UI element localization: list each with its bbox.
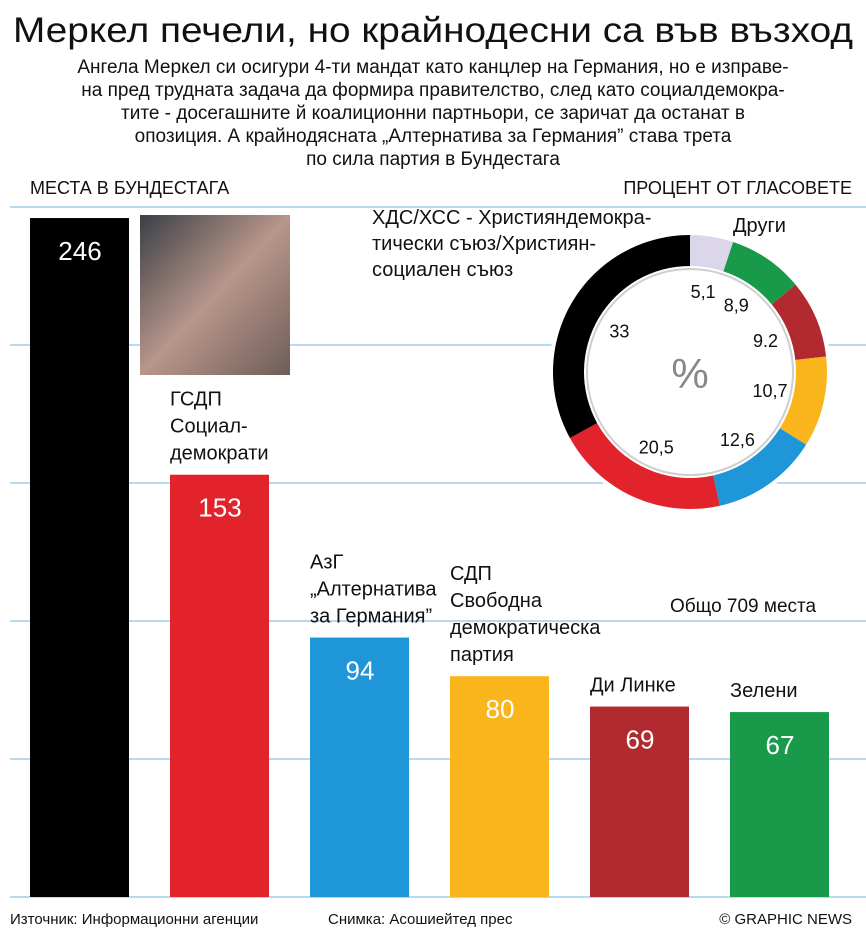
- value-label: 80: [486, 694, 515, 724]
- subtitle-line: на пред трудната задача да формира прави…: [81, 80, 784, 101]
- donut-slice: [779, 356, 827, 445]
- bar: [170, 474, 269, 897]
- value-label: 153: [198, 493, 241, 523]
- donut-slice: [569, 423, 720, 509]
- value-label: 20,5: [639, 438, 674, 458]
- category-label: АзГ „Алтернатива за Германия”: [310, 552, 437, 628]
- subtitle: Ангела Меркел си осигури 4-ти мандат кат…: [77, 57, 788, 170]
- value-label: 5,1: [691, 282, 716, 302]
- value-label: 94: [346, 656, 375, 686]
- bar: [590, 706, 689, 897]
- subtitle-line: опозиция. А крайнодясната „Алтернатива з…: [135, 126, 732, 147]
- value-label: 8,9: [724, 295, 749, 315]
- donut-slice: [553, 235, 690, 439]
- donut-slice: [713, 428, 807, 506]
- value-label: 67: [766, 730, 795, 760]
- bar: [30, 218, 129, 898]
- value-label: 69: [626, 725, 655, 755]
- donut-backdrop: [549, 231, 831, 513]
- bar: [450, 676, 549, 897]
- value-label: 12,6: [720, 430, 755, 450]
- photo-credit: Снимка: Асошиейтед прес: [328, 911, 513, 928]
- category-label: Други: [733, 215, 786, 237]
- center-label: %: [671, 350, 708, 397]
- category-label: Ди Линке: [590, 675, 676, 697]
- subtitle-line: тите - досегашните й коалиционни партньо…: [121, 103, 745, 124]
- bar-chart: МЕСТА В БУНДЕСТАГА 246 153 ГСДП Социал-демок…: [30, 178, 829, 898]
- chart-title: ПРОЦЕНТ ОТ ГЛАСОВЕТЕ: [623, 178, 852, 198]
- subtitle-line: по сила партия в Бундестага: [306, 149, 560, 170]
- subtitle-line: Ангела Меркел си осигури 4-ти мандат кат…: [77, 57, 788, 78]
- category-label: ХДС/ХСС - Християндемокра-тически съюз/Х…: [372, 207, 651, 281]
- category-label: ГСДП Социал-демократи: [170, 389, 269, 465]
- donut-slice: [771, 284, 827, 361]
- value-label: 10,7: [752, 381, 787, 401]
- category-label: Зелени: [730, 680, 798, 702]
- copyright: © GRAPHIC NEWS: [719, 911, 852, 928]
- donut-slice: [723, 241, 796, 305]
- photo: [140, 215, 290, 375]
- donut-slice: [690, 235, 734, 272]
- value-label: 9.2: [753, 331, 778, 351]
- inner-ring: [586, 268, 794, 476]
- note: Общо 709 места: [670, 596, 817, 617]
- title: Меркел печели, но крайнодесни са във въз…: [13, 11, 853, 50]
- donut-chart: ПРОЦЕНТ ОТ ГЛАСОВЕТЕ 5,1 8,99.2 10,7 12,6 20,…: [372, 178, 852, 513]
- value-label: 33: [609, 321, 629, 341]
- source: Източник: Информационни агенции: [10, 911, 258, 928]
- bar: [730, 712, 829, 897]
- category-label: СДП Свободна демократическа партия: [450, 563, 601, 666]
- axis-title: МЕСТА В БУНДЕСТАГА: [30, 178, 229, 198]
- bar: [310, 637, 409, 897]
- value-label: 246: [58, 236, 101, 266]
